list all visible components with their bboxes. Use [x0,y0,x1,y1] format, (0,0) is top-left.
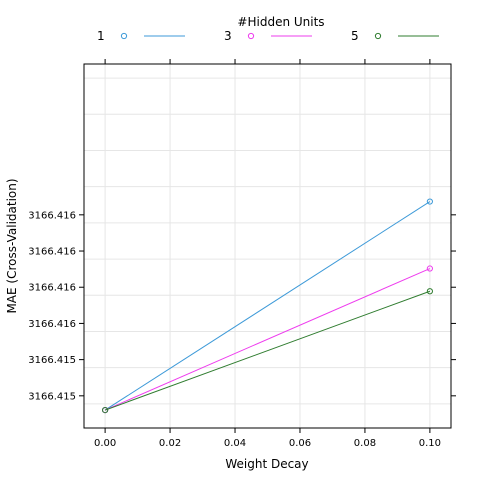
series-line-1 [104,201,431,411]
legend-title: #Hidden Units [237,15,324,29]
x-tick-label: 0.08 [354,438,376,449]
y-tick-label: 3166.416 [28,210,76,221]
series-lines [102,198,433,414]
x-tick-label: 0.06 [289,438,311,449]
x-tick-label: 0.00 [94,438,116,449]
x-axis-title: Weight Decay [225,457,308,471]
legend-label-1: 1 [97,29,105,43]
y-tick-label: 3166.415 [28,391,76,402]
grid [84,64,451,428]
legend-point-1 [120,32,128,40]
legend-label-5: 5 [351,29,359,43]
legend-point-3 [247,32,255,40]
x-tick-label: 0.02 [159,438,181,449]
y-axis-title: MAE (Cross-Validation) [5,178,19,313]
series-line-3 [104,268,431,411]
data-point-5 [102,407,109,414]
series-line-5 [104,290,431,411]
legend-point-5 [374,32,382,40]
data-point-3 [426,265,433,272]
plot-frame [83,63,452,429]
axis-ticks: 0.00 0.02 0.04 0.06 0.08 0.10 3166.415 3166.415… [28,59,456,449]
data-point-5 [426,288,433,295]
y-tick-label: 3166.416 [28,283,76,294]
x-tick-label: 0.04 [224,438,246,449]
legend-label-3: 3 [224,29,232,43]
y-tick-label: 3166.416 [28,247,76,258]
y-tick-label: 3166.416 [28,319,76,330]
data-point-1 [426,198,433,205]
y-tick-label: 3166.415 [28,355,76,366]
x-tick-label: 0.10 [419,438,441,449]
legend: #Hidden Units 1 3 5 [97,15,439,43]
